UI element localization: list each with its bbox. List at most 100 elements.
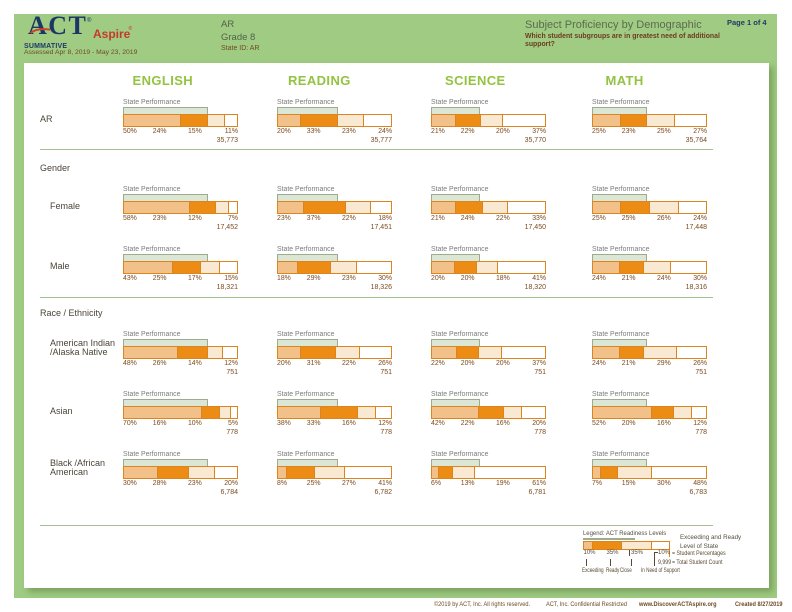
state-performance-bar [592,339,648,346]
segment-exceeding [278,201,304,213]
percent-value: 22% [431,360,445,367]
state-performance-label: State Performance [277,390,335,398]
segment-exceeding [124,406,203,418]
total-student-count: 6,782 [374,488,392,496]
percent-value: 26% [152,360,167,367]
org-name: AR [221,19,235,30]
proficiency-bar [431,113,546,127]
state-performance-label: State Performance [277,185,335,193]
percent-value: 16% [152,420,167,427]
segment-close [207,114,225,126]
percent-value: 37% [532,360,546,367]
legend-callout-ready: Ready [605,566,619,574]
segment-close [480,114,504,126]
legend-callout-in-need-of-support: In Need of Support [641,566,681,574]
percent-value: 21% [621,275,636,282]
percent-value: 16% [341,420,356,427]
act-registered-mark: ® [87,18,92,24]
program-label: SUMMATIVE [24,42,68,50]
legend-bracket [653,552,658,553]
percent-value: 70% [123,420,137,427]
percent-value: 15% [187,128,202,135]
percent-value: 20% [460,275,475,282]
segment-ready [651,406,675,418]
segment-close [337,114,364,126]
segment-close [215,201,230,213]
segment-ready [456,346,480,358]
cell-ar-math: State Performance 25% 23% 25% 27% 35,764 [592,99,707,147]
segment-close [617,466,652,478]
segment-close [504,406,523,418]
percent-value: 29% [656,360,671,367]
act-aspire-logo: ACT ® Aspire ® [25,11,215,42]
percent-value: 18% [378,215,392,222]
legend-callout-exceeding: Exceeding [581,566,604,574]
segment-in-need-of-support [229,201,237,213]
state-performance-label: State Performance [277,330,335,338]
legend-bracket [653,552,655,566]
percent-value: 20% [495,360,510,367]
state-performance-label: State Performance [123,185,181,193]
cell-ar-science: State Performance 21% 22% 20% 37% 35,770 [431,99,546,147]
state-performance-label: State Performance [277,98,335,106]
segment-exceeding [124,466,158,478]
row-label-asian: Asian [50,406,73,416]
state-performance-label: State Performance [123,390,181,398]
percent-value: 10% [187,420,202,427]
row-label-line: Male [50,260,70,271]
total-student-count: 778 [695,428,707,436]
segment-exceeding [124,114,181,126]
percent-value: 24% [378,128,392,135]
cell-asian-science: State Performance 42% 22% 16% 20% 778 [431,391,546,439]
state-performance-bar [592,399,648,406]
segment-exceeding [278,261,299,273]
percent-value: 37% [306,215,321,222]
proficiency-bar [592,465,707,479]
cell-black-african-american-math: State Performance 7% 15% 30% 48% 6,783 [592,451,707,499]
total-student-count: 35,777 [370,136,392,144]
row-label-line: Female [50,200,81,211]
segment-exceeding [432,201,456,213]
state-performance-bar [123,459,209,466]
legend-sample-pct: 10% [658,550,671,556]
percent-value: 20% [495,128,510,135]
state-performance-bar [123,339,209,346]
total-student-count: 35,764 [685,136,707,144]
segment-in-need-of-support [497,261,544,273]
cell-american-indian-alaska-native-science: State Performance 22% 20% 20% 37% 751 [431,331,546,379]
percent-value: 22% [460,420,475,427]
percent-labels: 50% 24% 15% 11% [123,128,238,135]
total-student-count: 751 [695,368,707,376]
total-student-count: 17,451 [370,223,392,231]
segment-in-need-of-support [692,406,706,418]
aspire-registered-mark: ® [128,26,133,32]
act-logo-text: ACT [28,11,88,40]
percent-labels: 25% 25% 26% 24% [592,215,707,222]
segment-close [331,261,358,273]
percent-value: 20% [431,275,445,282]
segment-exceeding [278,346,301,358]
state-performance-bar [431,459,481,466]
segment-ready [479,406,505,418]
segment-in-need-of-support [223,346,237,358]
segment-close [345,201,371,213]
legend-tick [609,558,611,566]
row-label-line: American [50,466,89,477]
segment-in-need-of-support [376,406,390,418]
state-performance-label: State Performance [431,98,489,106]
segment-exceeding [432,346,457,358]
percent-value: 18% [277,275,291,282]
segment-ready [455,201,483,213]
percent-value: 14% [187,360,202,367]
segment-in-need-of-support [357,261,391,273]
percent-value: 33% [532,215,546,222]
percent-value: 30% [378,275,392,282]
percent-value: 25% [592,128,606,135]
cell-ar-reading: State Performance 20% 33% 23% 24% 35,777 [277,99,392,147]
legend-sample-pct: 35% [606,550,619,556]
segment-ready [620,346,644,358]
cell-ar-english: State Performance 50% 24% 15% 11% 35,773 [123,99,238,147]
legend-tick [631,558,632,566]
state-performance-bar [277,399,338,406]
proficiency-bar [123,345,238,359]
